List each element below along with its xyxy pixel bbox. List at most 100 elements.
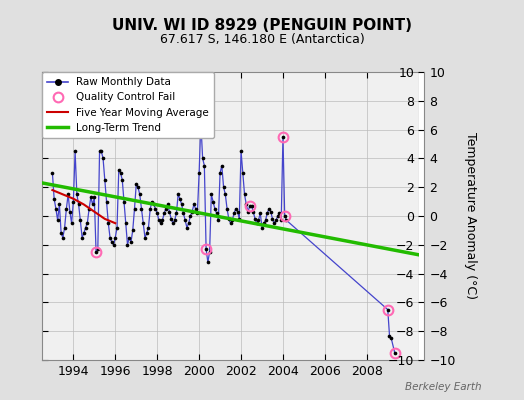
Point	[83, 220, 92, 226]
Point	[256, 210, 265, 216]
Point	[141, 234, 149, 241]
Text: UNIV. WI ID 8929 (PENGUIN POINT): UNIV. WI ID 8929 (PENGUIN POINT)	[112, 18, 412, 33]
Point	[102, 198, 111, 205]
Point	[188, 208, 196, 215]
Point	[48, 170, 57, 176]
Point	[259, 220, 268, 226]
Point	[125, 234, 134, 241]
Point	[143, 230, 151, 236]
Point	[78, 234, 86, 241]
Point	[163, 201, 172, 208]
Point	[220, 184, 228, 190]
Point	[136, 191, 144, 198]
Point	[85, 206, 93, 212]
Point	[57, 230, 66, 236]
Point	[104, 220, 113, 226]
Point	[268, 216, 277, 222]
Point	[113, 224, 121, 231]
Point	[116, 170, 125, 176]
Point	[196, 119, 205, 126]
Point	[282, 217, 291, 224]
Point	[216, 170, 224, 176]
Point	[251, 216, 259, 222]
Point	[258, 224, 266, 231]
Point	[212, 210, 221, 216]
Point	[241, 191, 249, 198]
Point	[59, 234, 67, 241]
Point	[246, 203, 254, 209]
Point	[267, 208, 275, 215]
Point	[387, 335, 396, 342]
Point	[390, 350, 399, 356]
Point	[132, 181, 140, 188]
Point	[123, 242, 132, 248]
Point	[153, 210, 161, 216]
Point	[118, 177, 126, 183]
Point	[225, 216, 233, 222]
Point	[244, 208, 252, 215]
Point	[157, 220, 165, 226]
Point	[158, 217, 167, 224]
Point	[385, 332, 394, 339]
Point	[237, 148, 245, 154]
Point	[265, 206, 273, 212]
Point	[270, 220, 278, 226]
Point	[111, 234, 119, 241]
Point	[94, 246, 102, 252]
Point	[247, 203, 256, 209]
Point	[277, 217, 286, 224]
Point	[110, 242, 118, 248]
Point	[134, 184, 142, 190]
Point	[228, 217, 236, 224]
Point	[254, 217, 263, 224]
Text: 67.617 S, 146.180 E (Antarctica): 67.617 S, 146.180 E (Antarctica)	[160, 33, 364, 46]
Point	[235, 216, 244, 222]
Point	[253, 220, 261, 226]
Point	[178, 201, 186, 208]
Point	[139, 220, 147, 226]
Point	[127, 239, 135, 245]
Point	[214, 217, 223, 224]
Point	[122, 220, 130, 226]
Point	[195, 170, 203, 176]
Legend: Raw Monthly Data, Quality Control Fail, Five Year Moving Average, Long-Term Tren: Raw Monthly Data, Quality Control Fail, …	[42, 72, 214, 138]
Point	[384, 306, 392, 313]
Point	[221, 191, 230, 198]
Point	[204, 259, 212, 265]
Point	[184, 220, 193, 226]
Point	[186, 213, 194, 219]
Y-axis label: Temperature Anomaly (°C): Temperature Anomaly (°C)	[464, 132, 476, 300]
Point	[60, 224, 69, 231]
Point	[115, 167, 123, 173]
Point	[174, 191, 182, 198]
Point	[89, 201, 97, 208]
Point	[74, 201, 83, 208]
Point	[190, 201, 198, 208]
Point	[144, 224, 152, 231]
Point	[64, 191, 72, 198]
Point	[181, 217, 189, 224]
Point	[162, 206, 170, 212]
Point	[205, 249, 214, 255]
Point	[272, 217, 280, 224]
Point	[155, 217, 163, 224]
Point	[200, 162, 209, 169]
Point	[92, 249, 100, 255]
Point	[148, 198, 156, 205]
Point	[50, 196, 58, 202]
Point	[172, 210, 181, 216]
Point	[242, 201, 250, 208]
Point	[169, 220, 177, 226]
Point	[274, 213, 282, 219]
Point	[170, 217, 179, 224]
Point	[165, 208, 173, 215]
Point	[279, 134, 287, 140]
Point	[176, 196, 184, 202]
Point	[193, 210, 202, 216]
Point	[86, 194, 95, 200]
Point	[211, 206, 219, 212]
Point	[191, 206, 200, 212]
Point	[230, 210, 238, 216]
Point	[261, 217, 270, 224]
Point	[217, 162, 226, 169]
